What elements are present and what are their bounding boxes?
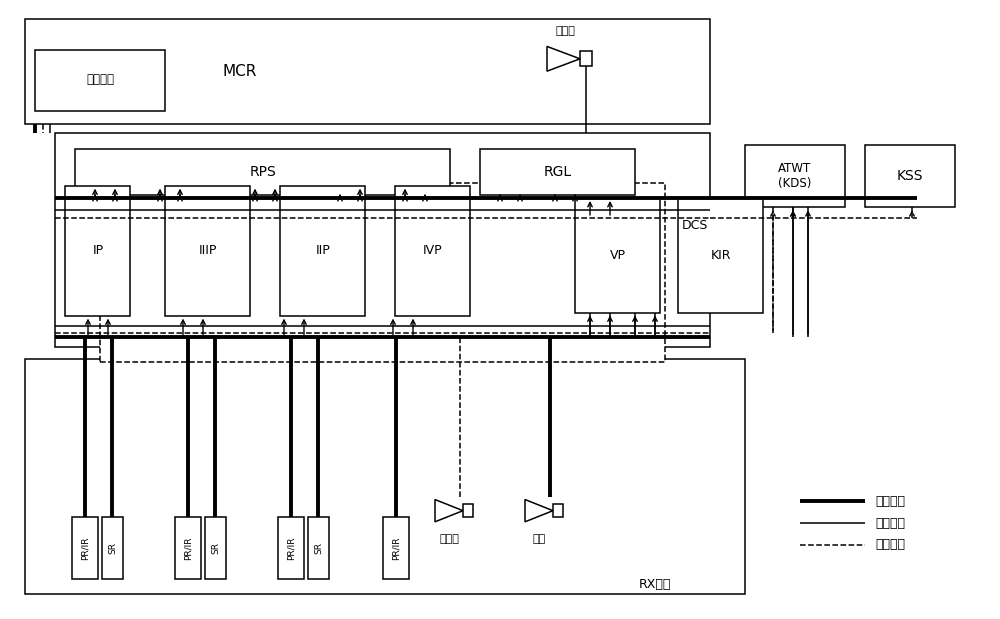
Text: 扬声器: 扬声器	[555, 26, 575, 36]
Text: KIR: KIR	[711, 248, 731, 262]
Bar	[383, 517, 409, 579]
Bar	[165, 186, 250, 316]
Text: PR/IR: PR/IR	[184, 536, 192, 560]
Text: 扬声器: 扬声器	[439, 534, 459, 543]
Bar	[100, 183, 665, 362]
Text: IIIP: IIIP	[199, 244, 217, 258]
Bar	[55, 133, 710, 347]
Bar	[72, 517, 98, 579]
Text: IP: IP	[92, 244, 104, 258]
Text: 反应性仪: 反应性仪	[86, 72, 114, 86]
Text: SR: SR	[211, 542, 220, 554]
Text: IVP: IVP	[423, 244, 443, 258]
Bar	[175, 517, 201, 579]
Text: DCS: DCS	[682, 219, 708, 233]
Text: PR/IR: PR/IR	[287, 536, 296, 560]
Text: 逻辑信号: 逻辑信号	[875, 538, 905, 552]
Bar	[463, 504, 473, 517]
Text: 模拟信号: 模拟信号	[875, 516, 905, 530]
Bar	[575, 198, 660, 313]
Text: 同轴电缆: 同轴电缆	[875, 495, 905, 508]
Text: PR/IR: PR/IR	[80, 536, 89, 560]
Bar	[553, 504, 563, 517]
Text: RGL: RGL	[544, 165, 572, 179]
Bar	[480, 149, 635, 195]
Bar	[205, 517, 226, 579]
Text: VP: VP	[610, 248, 626, 262]
Text: 喭叭: 喭叭	[532, 534, 546, 543]
Bar	[745, 145, 845, 207]
Text: MCR: MCR	[223, 64, 257, 79]
Bar	[35, 50, 165, 111]
Text: PR/IR: PR/IR	[392, 536, 400, 560]
Bar	[865, 145, 955, 207]
Bar	[75, 149, 450, 195]
Bar	[308, 517, 329, 579]
Text: ATWT
(KDS): ATWT (KDS)	[778, 162, 812, 191]
Text: KSS: KSS	[897, 170, 923, 183]
Bar	[25, 19, 710, 124]
Bar	[25, 359, 745, 594]
Text: RPS: RPS	[250, 165, 276, 179]
Text: SR: SR	[314, 542, 323, 554]
Bar	[395, 186, 470, 316]
Bar	[580, 51, 592, 66]
Text: RX厂房: RX厂房	[639, 578, 671, 592]
Bar	[280, 186, 365, 316]
Bar	[102, 517, 123, 579]
Bar	[65, 186, 130, 316]
Bar	[278, 517, 304, 579]
Bar	[678, 198, 763, 313]
Text: SR: SR	[108, 542, 117, 554]
Text: IIP: IIP	[316, 244, 330, 258]
